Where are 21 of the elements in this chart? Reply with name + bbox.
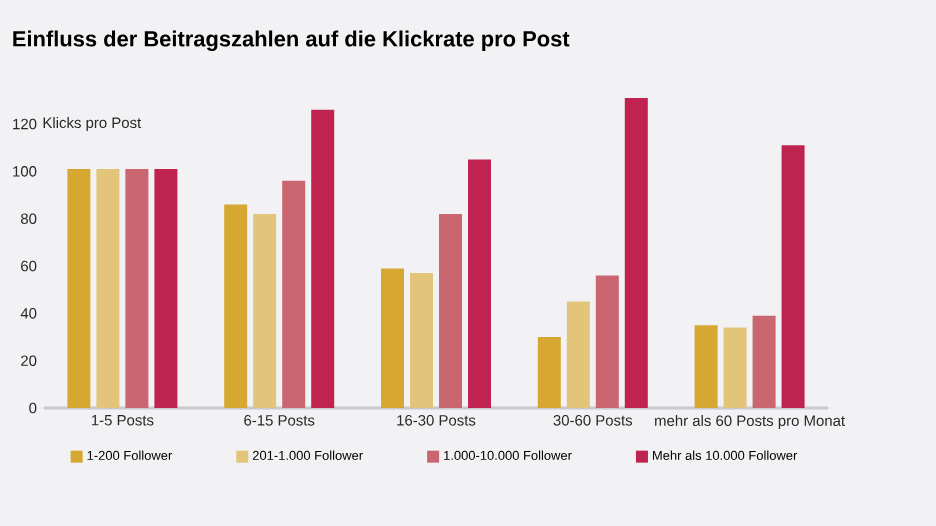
bar: [752, 315, 776, 408]
bar: [96, 168, 120, 408]
bar: [224, 204, 248, 408]
bar: [311, 109, 335, 408]
bar: [381, 268, 404, 408]
bar: [253, 213, 277, 408]
bar: [125, 168, 149, 408]
bar: [67, 168, 91, 408]
bar: [723, 327, 747, 408]
bar: [282, 180, 306, 408]
bar: [537, 337, 561, 408]
bar: [410, 273, 433, 408]
bar: [624, 98, 648, 408]
bar: [566, 301, 590, 408]
bar: [468, 159, 491, 408]
bar: [781, 145, 805, 408]
bar: [595, 275, 619, 408]
bar: [154, 168, 178, 408]
bar: [694, 325, 718, 408]
bar: [439, 213, 462, 408]
chart-title: Einfluss der Beitragszahlen auf die Klickrate pro Post: [13, 30, 570, 52]
